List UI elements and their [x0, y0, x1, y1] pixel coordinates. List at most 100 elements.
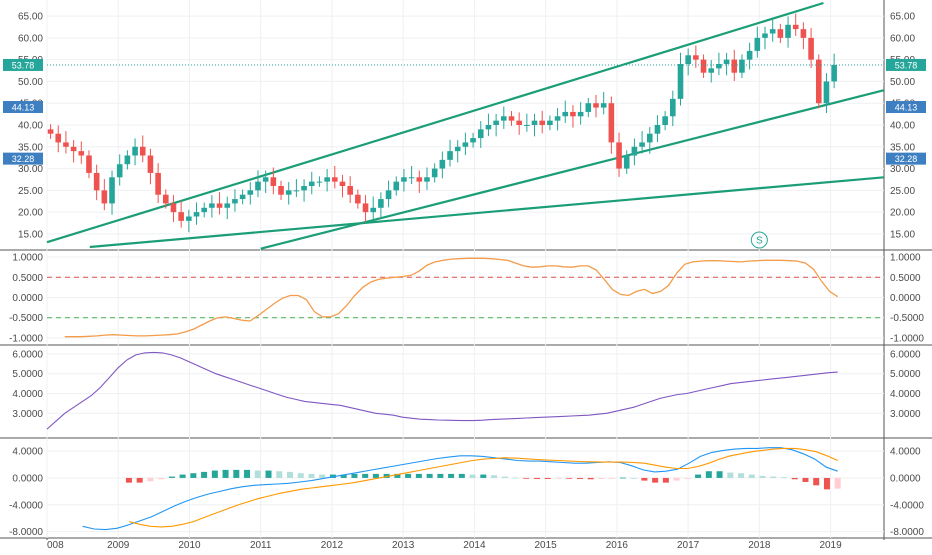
- candle-body: [493, 120, 499, 125]
- candle-body: [731, 59, 738, 73]
- macd-histogram-bar: [136, 477, 143, 483]
- candle-body: [439, 159, 446, 169]
- macd-histogram-bar: [458, 473, 465, 478]
- x-tick-label: 2015: [535, 540, 558, 550]
- candle-body: [623, 155, 630, 169]
- candle-body: [485, 125, 492, 130]
- macd-histogram-bar: [781, 477, 788, 479]
- macd-histogram-bar: [147, 477, 154, 482]
- y-tick-label-right: 20.00: [890, 208, 915, 219]
- candle-body: [355, 194, 361, 204]
- y-tick-label-left: 50.00: [18, 77, 43, 88]
- price-badge-right: [886, 58, 926, 71]
- macd-histogram-bar: [823, 477, 830, 490]
- macd-histogram-bar: [394, 473, 401, 478]
- macd-histogram-bar: [372, 473, 379, 478]
- y-tick-label-left: 40.00: [18, 121, 43, 132]
- candle-body: [654, 125, 661, 134]
- candle-body: [278, 186, 284, 195]
- candle-body: [562, 111, 569, 117]
- candle-body: [109, 177, 115, 204]
- candle-body: [293, 190, 300, 192]
- macd-histogram-bar: [297, 473, 304, 478]
- y-tick-label-left: 60.00: [18, 33, 43, 44]
- candle-body: [462, 142, 469, 147]
- macd-histogram-bar: [598, 477, 605, 479]
- macd-histogram-bar: [501, 476, 508, 478]
- candle-body: [777, 29, 784, 38]
- candle-body: [324, 177, 330, 182]
- y-tick-label-left: 5.0000: [12, 369, 43, 380]
- candle-body: [454, 146, 461, 152]
- y-tick-label-right: 15.00: [890, 229, 915, 240]
- candle-body: [416, 177, 423, 182]
- macd-histogram-bar: [125, 477, 132, 483]
- y-tick-label-right: 3.0000: [890, 409, 921, 420]
- y-tick-label-right: 0.5000: [890, 273, 921, 284]
- candle-body: [646, 133, 653, 143]
- macd-histogram-bar: [329, 474, 336, 478]
- candle-body: [769, 29, 776, 34]
- macd-histogram-bar: [233, 469, 240, 478]
- candle-body: [808, 37, 814, 60]
- y-tick-label-left: 3.0000: [12, 409, 43, 420]
- macd-histogram-bar: [738, 473, 745, 478]
- candle-body: [677, 64, 684, 99]
- candle-body: [424, 177, 430, 182]
- price-badge-right-text: 44.13: [895, 103, 918, 113]
- macd-histogram-bar: [609, 477, 616, 479]
- candle-body: [116, 164, 123, 178]
- trendline-group[interactable]: S: [46, 1, 885, 250]
- x-tick-label: 2018: [748, 540, 771, 550]
- y-tick-label-left: -0.5000: [9, 313, 43, 324]
- candle-body: [70, 146, 77, 152]
- macd-histogram-bar: [512, 477, 519, 479]
- candle-body: [331, 177, 338, 182]
- candle-body: [501, 116, 507, 121]
- x-tick-label: 2016: [606, 540, 629, 550]
- y-tick-label-right: 4.0000: [890, 389, 921, 400]
- candle-body: [554, 116, 561, 121]
- candle-body: [193, 212, 200, 217]
- price-badge-right: [886, 101, 926, 114]
- macd-histogram-bar: [802, 477, 809, 482]
- y-tick-label-right: 50.00: [890, 77, 915, 88]
- candle-body: [262, 177, 269, 182]
- candle-body: [186, 216, 192, 221]
- candle-body: [216, 203, 223, 208]
- candle-body: [162, 194, 169, 204]
- candle-body: [539, 120, 546, 125]
- candle-body: [800, 29, 807, 38]
- candle-body: [86, 155, 92, 173]
- x-tick-label: 2011: [250, 540, 272, 550]
- macd-histogram-bar: [576, 477, 583, 479]
- macd-histogram-bar: [383, 473, 390, 478]
- candle-body: [63, 142, 69, 147]
- candle-body: [616, 142, 622, 169]
- oscillator-line: [64, 257, 839, 338]
- y-tick-label-left: 35.00: [18, 142, 43, 153]
- price-badge-left-text: 44.13: [12, 103, 35, 113]
- y-tick-label-left: 25.00: [18, 186, 43, 197]
- candle-body: [524, 125, 530, 126]
- candle-body: [746, 50, 753, 60]
- y-tick-label-left: 0.0000: [12, 473, 43, 484]
- macd-histogram-bar: [619, 477, 626, 479]
- macd-histogram-bar: [684, 477, 691, 479]
- price-badge-right-text: 32.28: [895, 154, 918, 164]
- y-tick-label-left: 0.0000: [12, 293, 43, 304]
- y-tick-label-right: -4.0000: [890, 500, 924, 511]
- y-tick-label-right: 5.0000: [890, 369, 921, 380]
- macd-histogram-bar: [566, 477, 573, 479]
- price-badges: 53.78 53.78 44.13 44.13 32.28 32.28: [3, 58, 926, 165]
- trendline: [89, 176, 885, 249]
- candle-body: [447, 151, 453, 160]
- y-tick-label-right: -0.5000: [890, 313, 924, 324]
- candle-body: [201, 207, 208, 213]
- candle-body: [209, 203, 215, 208]
- price-badge-left-text: 53.78: [12, 60, 35, 70]
- signal-marker-label: S: [756, 236, 763, 247]
- macd-histogram-bar: [222, 469, 229, 478]
